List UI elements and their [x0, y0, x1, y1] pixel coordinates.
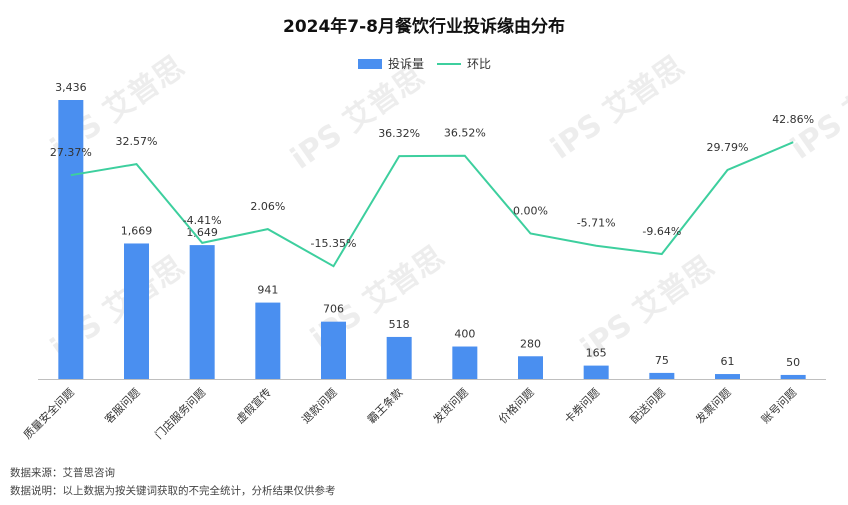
bar-value-label: 165 [586, 347, 607, 360]
watermark-text: iPS 艾普思 [785, 49, 848, 166]
x-tick-label: 门店服务问题 [152, 385, 209, 442]
bar [58, 100, 84, 379]
line-series [70, 141, 794, 268]
x-tick-label: 配送问题 [627, 385, 668, 426]
chart-title: 2024年7-8月餐饮行业投诉缘由分布 [283, 16, 565, 37]
bar-value-label: 3,436 [55, 81, 87, 94]
bar-value-label: 941 [257, 284, 278, 297]
line-value-label: 42.86% [772, 113, 814, 126]
bar-labels: 3,436 1,669 1,649 941 706 518 400 280 165 75 61 50 [55, 81, 800, 369]
bar-series [58, 100, 806, 379]
x-tick-label: 发货问题 [430, 385, 471, 426]
bar-value-label: 518 [389, 318, 410, 331]
legend-swatch-bar [358, 59, 382, 69]
watermark-text: iPS 艾普思 [285, 59, 431, 176]
bar-value-label: 75 [655, 354, 669, 367]
footer-note: 数据说明：以上数据为按关键词获取的不完全统计，分析结果仅供参考 [10, 485, 336, 497]
bar-value-label: 400 [454, 328, 475, 341]
x-tick-label: 霸王条款 [364, 385, 405, 426]
line-labels: 27.37% 32.57% -4.41% 2.06% -15.35% 36.32% 36.5… [50, 113, 814, 250]
bar [255, 302, 281, 379]
bar [780, 374, 806, 379]
bar [518, 356, 543, 379]
x-tick-label: 卡券问题 [561, 385, 602, 426]
bar-value-label: 50 [786, 356, 800, 369]
bar [452, 346, 478, 379]
line-value-label: -9.64% [642, 225, 681, 238]
line-value-label: 36.52% [444, 127, 486, 140]
x-tick-label: 发票问题 [693, 385, 734, 426]
x-tick-label: 价格问题 [496, 385, 537, 426]
legend-label-line: 环比 [467, 57, 491, 71]
line-value-label: 36.32% [378, 127, 420, 140]
bar-value-label: 61 [721, 355, 735, 368]
line-value-label: 32.57% [116, 135, 158, 148]
bar-value-label: 1,649 [186, 226, 218, 239]
legend-label-bar: 投诉量 [388, 56, 424, 71]
x-tick-label: 虚假宣传 [233, 385, 274, 426]
bar-value-label: 280 [520, 337, 541, 350]
bar [321, 321, 346, 379]
x-tick-label: 退款问题 [299, 385, 340, 426]
x-tick-label: 账号问题 [759, 386, 799, 426]
line-value-label: 29.79% [707, 141, 749, 154]
line-value-label: 2.06% [250, 200, 285, 213]
footer-source: 数据来源：艾普思咨询 [10, 467, 115, 479]
bar [649, 372, 675, 379]
bar [715, 374, 740, 379]
x-tick-label: 客服问题 [102, 385, 143, 426]
bar [386, 336, 412, 379]
line-value-label: 0.00% [513, 205, 548, 218]
x-tick-label: 质量安全问题 [20, 385, 77, 442]
bar [583, 365, 609, 379]
line-value-label: -5.71% [577, 217, 616, 230]
legend: 投诉量 环比 [358, 56, 491, 71]
watermark-text: iPS 艾普思 [545, 49, 691, 166]
line-value-label: -15.35% [311, 237, 357, 250]
bar-value-label: 1,669 [121, 224, 153, 237]
line-value-label: 27.37% [50, 146, 92, 159]
bar [124, 243, 149, 379]
bar [189, 245, 215, 379]
x-axis-ticks: 质量安全问题 客服问题 门店服务问题 虚假宣传 退款问题 霸王条款 发货问题 价格问题 卡券问题… [20, 385, 799, 442]
line-value-label: -4.41% [183, 214, 222, 227]
bar-value-label: 706 [323, 303, 344, 316]
